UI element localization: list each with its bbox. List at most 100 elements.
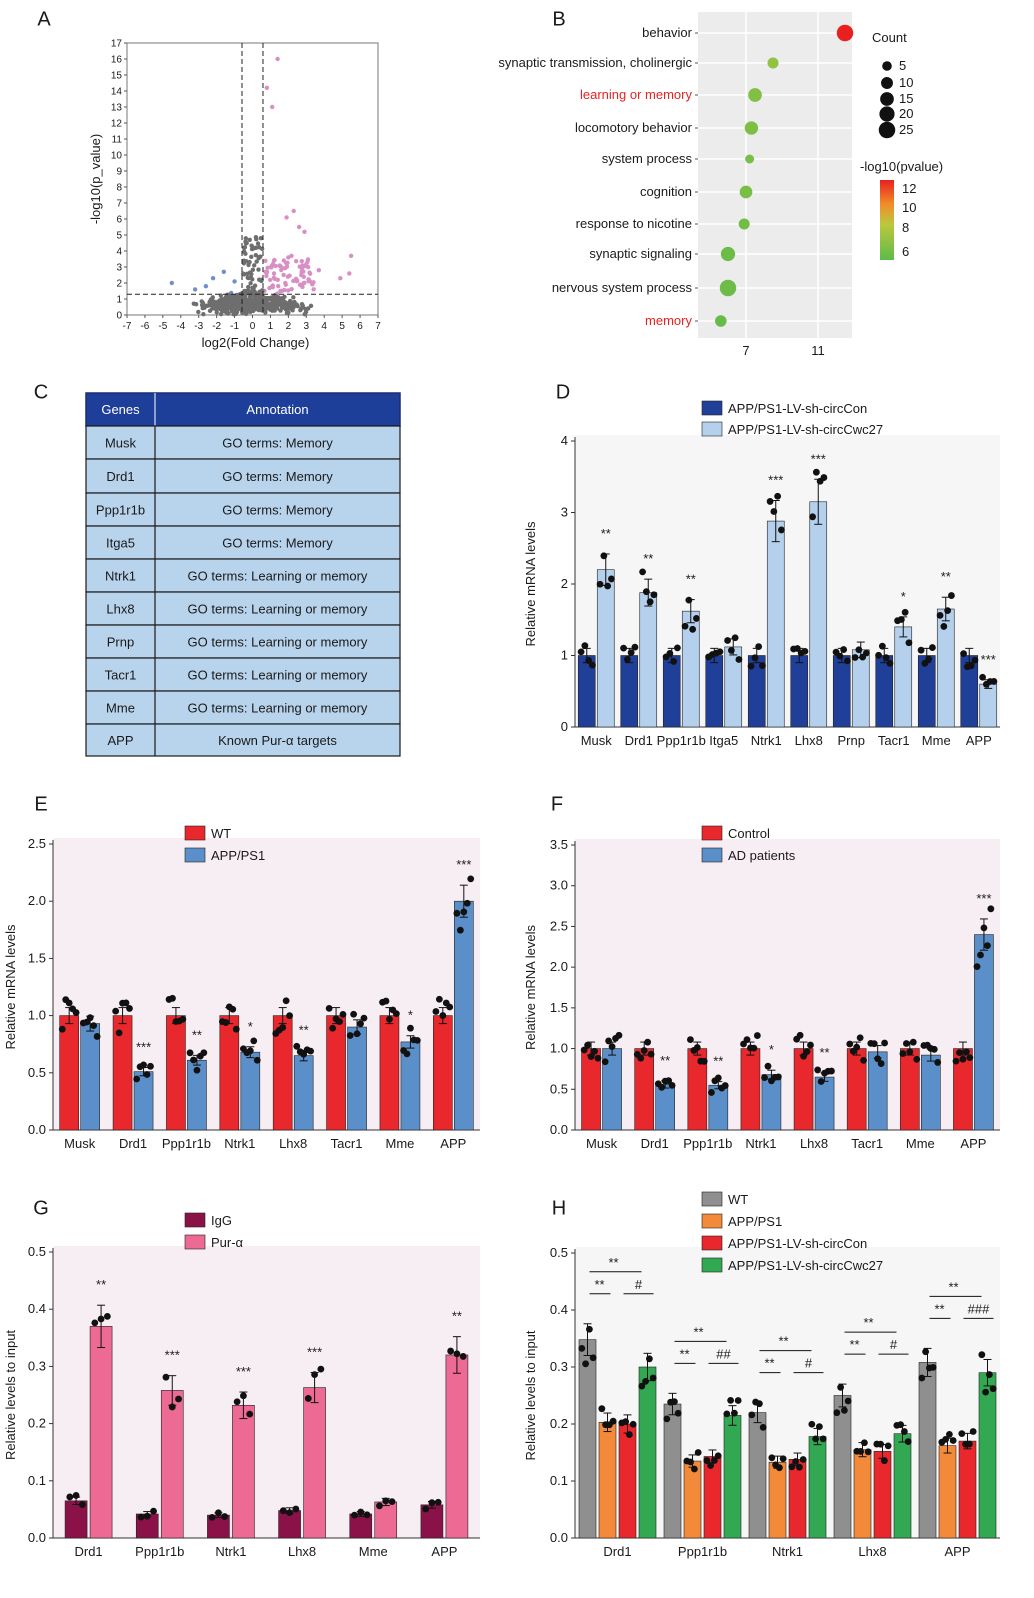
y-tick-label: 1.0 — [28, 1008, 46, 1023]
data-point — [286, 1509, 293, 1516]
y-tick-label: 1.0 — [550, 1041, 568, 1056]
data-point — [940, 623, 948, 630]
data-point — [987, 905, 995, 913]
table-gene-cell: APP — [107, 733, 133, 748]
table-gene-cell: Musk — [105, 436, 137, 451]
volcano-point — [294, 278, 300, 284]
bar — [232, 1404, 255, 1539]
volcano-point — [292, 299, 297, 305]
data-point — [350, 1010, 358, 1018]
x-tick-label: Ntrk1 — [215, 1544, 246, 1559]
data-point — [971, 656, 979, 664]
significance-label: ** — [660, 1053, 670, 1068]
table-gene-cell: Prnp — [107, 635, 134, 650]
y-tick-label: 2.5 — [28, 836, 46, 851]
size-legend-dot — [880, 92, 894, 106]
comparison-label: # — [890, 1337, 898, 1352]
data-point — [982, 1388, 990, 1396]
go-dot — [738, 218, 750, 230]
y-tick-label: 0.2 — [28, 1416, 46, 1431]
data-point — [639, 568, 646, 576]
x-tick-label: APP — [960, 1136, 986, 1151]
x-tick-label: 1 — [268, 321, 274, 332]
data-point — [637, 1054, 645, 1062]
volcano-point — [253, 301, 259, 307]
bar — [379, 1015, 400, 1131]
volcano-point — [253, 245, 259, 250]
volcano-point — [267, 277, 273, 283]
go-dot — [767, 57, 779, 69]
bar — [918, 1362, 937, 1539]
data-point — [674, 644, 681, 652]
data-point — [764, 1062, 772, 1070]
data-point — [103, 1312, 111, 1320]
y-tick-label: 0.5 — [28, 1065, 46, 1080]
data-point — [435, 995, 443, 1003]
data-point — [622, 1418, 630, 1426]
significance-label: ** — [686, 572, 696, 587]
data-point — [755, 1400, 763, 1408]
table-row — [85, 525, 401, 560]
data-point — [807, 1041, 814, 1049]
volcano-point — [277, 296, 282, 302]
data-point — [886, 659, 894, 667]
data-point — [304, 1395, 312, 1402]
data-point — [856, 1034, 864, 1042]
data-point — [897, 1421, 905, 1429]
bar — [683, 1460, 702, 1539]
panel-h-bar-chart: 0.0 0.1 0.2 0.3 0.4 0.5 Relative levels to inp… — [523, 1191, 1000, 1559]
data-point — [605, 1037, 613, 1045]
data-point — [208, 1514, 216, 1521]
data-point — [904, 1438, 912, 1446]
x-tick-label: 3 — [304, 321, 310, 332]
bar — [793, 1048, 814, 1131]
volcano-point — [242, 245, 248, 250]
data-point — [812, 468, 820, 476]
y-tick-label: 1.5 — [28, 950, 46, 965]
table-gene-cell: Ppp1r1b — [96, 503, 145, 518]
x-tick-label: 6 — [357, 321, 363, 332]
bar — [873, 1451, 892, 1539]
data-point — [581, 642, 589, 650]
volcano-point — [270, 283, 275, 288]
panel-letters: A B C D E F G H — [33, 8, 570, 1219]
legend-swatch — [701, 400, 723, 416]
volcano-point — [240, 310, 245, 315]
x-tick-label: -5 — [158, 321, 167, 332]
legend-label: APP/PS1 — [728, 1214, 782, 1229]
volcano-point — [255, 241, 261, 246]
panel-e-bar-chart: 0.0 0.5 1.0 1.5 2.0 2.5 Relative mRNA levels Mu… — [3, 825, 480, 1151]
table-gene-cell: Drd1 — [106, 469, 134, 484]
volcano-point — [241, 258, 247, 263]
table-header-genes: Genes — [101, 402, 140, 417]
data-point — [808, 1420, 816, 1428]
legend-swatch — [184, 847, 206, 863]
data-point — [727, 1396, 735, 1404]
bar — [979, 683, 998, 728]
data-point — [793, 645, 801, 652]
table-row — [85, 558, 401, 593]
data-point — [721, 1082, 729, 1089]
data-point — [851, 654, 859, 661]
significance-label: ** — [713, 1054, 723, 1069]
volcano-point — [287, 298, 293, 304]
data-point — [870, 1040, 878, 1048]
data-point — [86, 1014, 94, 1022]
table-gene-cell: Itga5 — [106, 536, 135, 551]
data-point — [814, 1066, 822, 1074]
volcano-point — [260, 288, 265, 293]
y-tick-label: 3.0 — [550, 878, 568, 893]
data-point — [650, 591, 658, 599]
significance-label: ** — [192, 1027, 202, 1042]
bar — [445, 1354, 469, 1539]
volcano-point — [270, 104, 275, 110]
legend-label: WT — [728, 1192, 748, 1207]
data-point — [945, 1430, 953, 1438]
go-term-label: synaptic signaling — [589, 246, 692, 261]
significance-label: ** — [299, 1022, 309, 1037]
volcano-point — [243, 240, 249, 246]
bar — [598, 1421, 617, 1539]
y-tick-label: 8 — [116, 183, 122, 194]
legend-label: AD patients — [728, 848, 796, 863]
data-point — [934, 1059, 942, 1066]
